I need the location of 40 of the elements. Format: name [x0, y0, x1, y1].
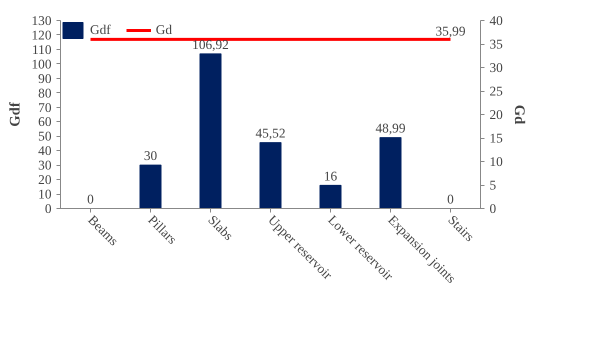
y-tick-label: 20	[38, 172, 52, 188]
y2-tick-label: 40	[490, 13, 504, 28]
bar	[140, 164, 162, 208]
y2-tick-label: 30	[490, 60, 504, 75]
data-label: 0	[447, 192, 454, 206]
y2-tick-label: 10	[490, 154, 504, 169]
bar	[200, 53, 222, 208]
data-label: 30	[144, 148, 158, 164]
data-label: 106,92	[192, 36, 229, 52]
legend-label: Gdf	[90, 22, 111, 38]
y2-tick-label: 5	[490, 178, 496, 192]
bar	[380, 137, 402, 208]
y-axis-title: Gdf	[8, 101, 24, 127]
bar	[320, 184, 342, 208]
data-label: 35,99	[436, 23, 466, 38]
y-tick-label: 30	[38, 158, 52, 173]
y-tick-label: 70	[38, 100, 52, 115]
y2-tick-label: 0	[490, 201, 496, 216]
y2-tick-label: 25	[490, 84, 504, 98]
y-tick-label: 10	[38, 186, 52, 202]
data-label: 16	[324, 168, 338, 184]
y2-axis-title: Gd	[510, 104, 527, 124]
y-tick-label: 120	[32, 27, 52, 42]
y2-tick-label: 35	[490, 36, 504, 52]
y-tick-label: 130	[32, 13, 52, 28]
legend-label: Gd	[156, 22, 174, 38]
bar	[260, 142, 282, 208]
y-tick-label: 50	[38, 128, 52, 144]
y-tick-label: 40	[38, 143, 52, 158]
y2-tick-label: 20	[490, 107, 504, 122]
y-tick-label: 0	[44, 201, 52, 216]
y-tick-label: 60	[38, 114, 52, 130]
y-tick-label: 100	[32, 56, 52, 72]
y-tick-label: 110	[32, 42, 52, 57]
y-tick-label: 90	[38, 70, 52, 86]
y2-tick-label: 15	[490, 130, 504, 146]
data-label: 0	[87, 192, 94, 206]
data-label: 45,52	[256, 126, 286, 141]
data-label: 48,99	[376, 120, 406, 136]
y-tick-label: 80	[38, 85, 52, 100]
